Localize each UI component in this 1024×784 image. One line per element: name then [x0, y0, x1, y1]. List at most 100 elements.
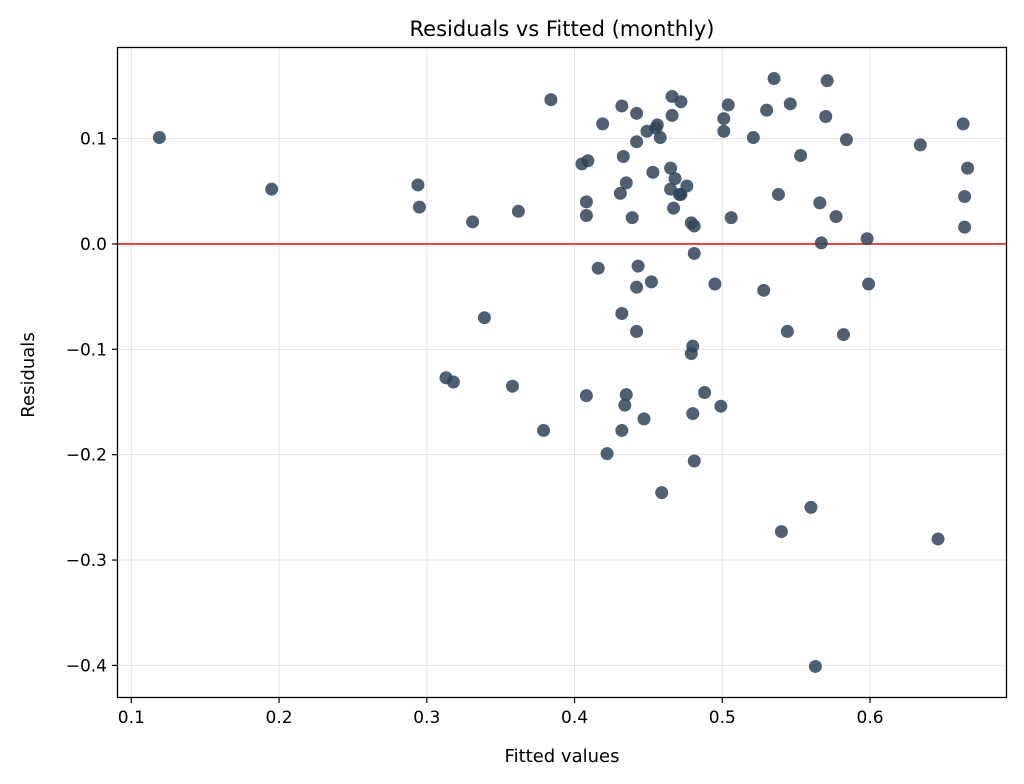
x-tick-label: 0.1	[118, 708, 145, 728]
y-tick-label: −0.1	[66, 340, 107, 360]
data-point	[477, 311, 491, 325]
data-point	[511, 204, 525, 218]
y-tick-label: 0.1	[80, 130, 107, 150]
plot-frame	[116, 46, 1008, 699]
data-point	[615, 423, 629, 437]
data-point	[771, 187, 785, 201]
x-tick-label: 0.6	[857, 708, 884, 728]
data-point	[783, 97, 797, 111]
x-axis-ticks: 0.1 0.2 0.3 0.4 0.5 0.6	[118, 697, 884, 728]
data-point	[813, 196, 827, 210]
data-point	[721, 98, 735, 112]
data-point	[839, 133, 853, 147]
data-point	[544, 93, 558, 107]
data-point	[757, 283, 771, 297]
data-point	[655, 486, 669, 500]
data-point	[667, 201, 681, 215]
data-point	[653, 131, 667, 145]
data-point	[746, 131, 760, 145]
data-point	[836, 328, 850, 342]
data-point	[698, 386, 712, 400]
data-point	[804, 500, 818, 514]
x-tick-label: 0.2	[266, 708, 293, 728]
data-point	[680, 179, 694, 193]
data-point	[446, 375, 460, 389]
data-point	[708, 277, 722, 291]
y-tick-label: −0.3	[66, 551, 107, 571]
data-point	[596, 117, 610, 131]
data-point	[760, 103, 774, 117]
data-point	[412, 200, 426, 214]
data-point	[687, 454, 701, 468]
data-point	[814, 236, 828, 250]
y-tick-label: 0.0	[80, 235, 107, 255]
data-point	[591, 261, 605, 275]
data-point	[616, 150, 630, 164]
data-points	[152, 72, 975, 673]
data-point	[152, 131, 166, 145]
data-point	[630, 280, 644, 294]
data-point	[714, 399, 728, 413]
data-point	[411, 178, 425, 192]
data-point	[637, 412, 651, 426]
data-point	[615, 99, 629, 113]
data-point	[931, 532, 945, 546]
data-point	[537, 423, 551, 437]
y-axis-ticks: −0.4 −0.3 −0.2 −0.1 0.0 0.1	[66, 130, 118, 676]
data-point	[630, 106, 644, 120]
x-axis-label: Fitted values	[505, 746, 620, 767]
data-point	[265, 182, 279, 196]
data-point	[819, 109, 833, 123]
data-point	[767, 72, 781, 86]
data-point	[687, 246, 701, 260]
data-point	[619, 388, 633, 402]
y-tick-label: −0.2	[66, 446, 107, 466]
data-point	[686, 339, 700, 353]
y-axis-label: Residuals	[18, 332, 39, 417]
data-point	[717, 112, 731, 126]
x-tick-label: 0.5	[709, 708, 736, 728]
data-point	[613, 186, 627, 200]
data-point	[466, 215, 480, 229]
data-point	[724, 211, 738, 225]
data-point	[579, 209, 593, 223]
data-point	[913, 138, 927, 152]
data-point	[774, 525, 788, 539]
data-point	[615, 307, 629, 320]
data-point	[630, 324, 644, 338]
data-point	[668, 172, 682, 186]
data-point	[686, 407, 700, 421]
x-tick-label: 0.3	[413, 708, 440, 728]
data-point	[829, 210, 843, 224]
data-point	[794, 148, 808, 162]
data-point	[581, 154, 595, 168]
data-point	[860, 232, 874, 246]
data-point	[674, 95, 688, 109]
data-point	[579, 389, 593, 403]
data-point	[644, 275, 658, 289]
data-point	[961, 161, 975, 175]
data-point	[958, 220, 972, 234]
data-point	[958, 190, 972, 204]
data-point	[506, 379, 520, 393]
data-point	[956, 117, 970, 131]
data-point	[619, 176, 633, 190]
data-point	[862, 277, 876, 291]
data-point	[650, 118, 664, 132]
data-point	[820, 74, 834, 88]
data-point	[600, 447, 614, 461]
data-point	[618, 398, 632, 412]
data-point	[630, 135, 644, 149]
data-point	[631, 259, 645, 273]
data-point	[665, 108, 679, 122]
data-point	[717, 124, 731, 138]
y-tick-label: −0.4	[66, 656, 107, 676]
data-point	[579, 195, 593, 209]
x-tick-label: 0.4	[561, 708, 588, 728]
data-point	[646, 165, 660, 179]
chart-title: Residuals vs Fitted (monthly)	[410, 17, 715, 41]
data-point	[625, 211, 639, 225]
data-point	[687, 219, 701, 233]
data-point	[780, 324, 794, 338]
